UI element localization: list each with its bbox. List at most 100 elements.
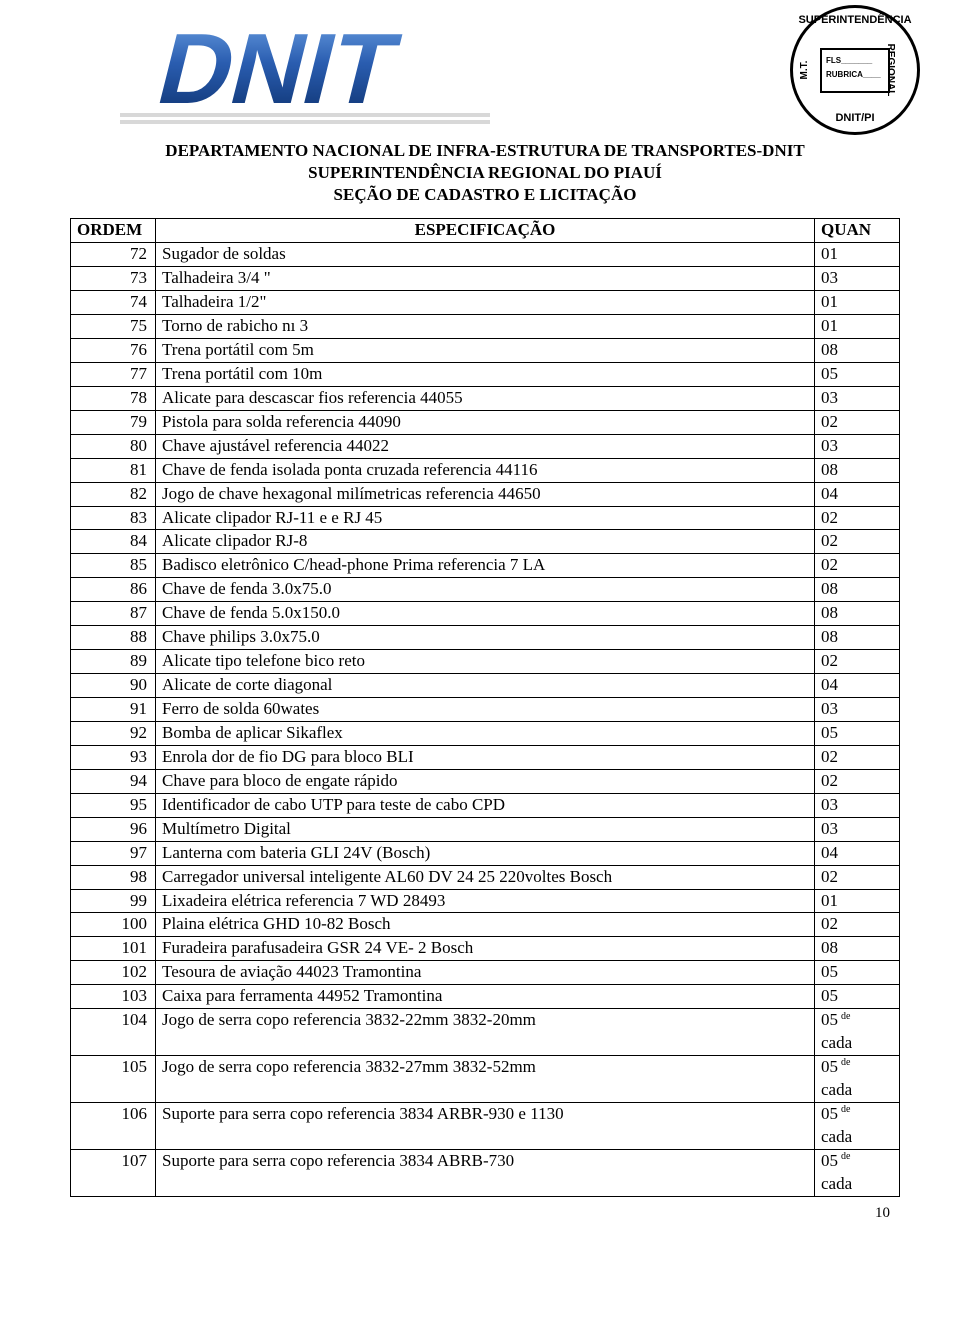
cell-quan: 01 (815, 243, 900, 267)
cell-espec: Enrola dor de fio DG para bloco BLI (156, 745, 815, 769)
cell-ordem: 75 (71, 315, 156, 339)
stamp-fls: FLS_______ (826, 54, 884, 68)
cell-espec: Chave philips 3.0x75.0 (156, 626, 815, 650)
cell-quan: 02 (815, 650, 900, 674)
table-row: 84Alicate clipador RJ-802 (71, 530, 900, 554)
dept-line1: DEPARTAMENTO NACIONAL DE INFRA-ESTRUTURA… (70, 140, 900, 162)
cell-ordem: 81 (71, 458, 156, 482)
cell-quan: 05decada (815, 1149, 900, 1196)
cell-espec: Suporte para serra copo referencia 3834 … (156, 1149, 815, 1196)
cell-quan: 05 (815, 985, 900, 1009)
quan-value: 05 (821, 1151, 838, 1170)
cell-ordem: 88 (71, 626, 156, 650)
cell-quan: 05decada (815, 1056, 900, 1103)
cell-espec: Ferro de solda 60wates (156, 698, 815, 722)
cell-espec: Trena portátil com 10m (156, 362, 815, 386)
cell-ordem: 92 (71, 721, 156, 745)
cell-ordem: 91 (71, 698, 156, 722)
page-number: 10 (70, 1205, 900, 1222)
cell-ordem: 76 (71, 338, 156, 362)
table-row: 75Torno de rabicho nı 301 (71, 315, 900, 339)
cell-espec: Talhadeira 1/2" (156, 291, 815, 315)
cell-quan: 02 (815, 913, 900, 937)
table-row: 100Plaina elétrica GHD 10-82 Bosch02 (71, 913, 900, 937)
svg-text:DNIT: DNIT (148, 15, 409, 125)
cell-ordem: 85 (71, 554, 156, 578)
table-row: 80Chave ajustável referencia 4402203 (71, 434, 900, 458)
cell-quan: 03 (815, 698, 900, 722)
cell-quan: 08 (815, 578, 900, 602)
cell-ordem: 86 (71, 578, 156, 602)
cell-ordem: 83 (71, 506, 156, 530)
cell-quan: 05 (815, 961, 900, 985)
cell-ordem: 87 (71, 602, 156, 626)
quan-value: 05 (821, 1057, 838, 1076)
cell-quan: 04 (815, 841, 900, 865)
table-row: 77Trena portátil com 10m05 (71, 362, 900, 386)
cell-ordem: 98 (71, 865, 156, 889)
table-row: 86Chave de fenda 3.0x75.008 (71, 578, 900, 602)
cell-quan: 04 (815, 482, 900, 506)
cell-quan: 08 (815, 602, 900, 626)
table-row: 90Alicate de corte diagonal04 (71, 674, 900, 698)
cell-espec: Alicate clipador RJ-11 e e RJ 45 (156, 506, 815, 530)
table-row: 93Enrola dor de fio DG para bloco BLI02 (71, 745, 900, 769)
dept-line3: SEÇÃO DE CADASTRO E LICITAÇÃO (70, 184, 900, 206)
cell-ordem: 90 (71, 674, 156, 698)
table-row: 101Furadeira parafusadeira GSR 24 VE- 2 … (71, 937, 900, 961)
table-row: 95Identificador de cabo UTP para teste d… (71, 793, 900, 817)
cell-ordem: 104 (71, 1009, 156, 1056)
cell-ordem: 102 (71, 961, 156, 985)
cell-ordem: 103 (71, 985, 156, 1009)
cell-quan: 08 (815, 626, 900, 650)
cell-espec: Identificador de cabo UTP para teste de … (156, 793, 815, 817)
cell-ordem: 101 (71, 937, 156, 961)
cell-ordem: 74 (71, 291, 156, 315)
cell-espec: Chave de fenda isolada ponta cruzada ref… (156, 458, 815, 482)
cell-espec: Trena portátil com 5m (156, 338, 815, 362)
table-row: 96Multímetro Digital03 (71, 817, 900, 841)
cell-ordem: 82 (71, 482, 156, 506)
table-row: 81Chave de fenda isolada ponta cruzada r… (71, 458, 900, 482)
quan-cada: cada (821, 1080, 852, 1099)
table-row: 98Carregador universal inteligente AL60 … (71, 865, 900, 889)
cell-espec: Jogo de serra copo referencia 3832-22mm … (156, 1009, 815, 1056)
cell-espec: Chave de fenda 5.0x150.0 (156, 602, 815, 626)
department-title: DEPARTAMENTO NACIONAL DE INFRA-ESTRUTURA… (70, 140, 900, 206)
cell-quan: 02 (815, 506, 900, 530)
cell-quan: 03 (815, 267, 900, 291)
cell-espec: Plaina elétrica GHD 10-82 Bosch (156, 913, 815, 937)
cell-quan: 02 (815, 410, 900, 434)
cell-espec: Badisco eletrônico C/head-phone Prima re… (156, 554, 815, 578)
cell-quan: 08 (815, 937, 900, 961)
cell-ordem: 107 (71, 1149, 156, 1196)
col-ordem: ORDEM (71, 219, 156, 243)
cell-espec: Torno de rabicho nı 3 (156, 315, 815, 339)
quan-de-sup: de (841, 1151, 850, 1162)
cell-quan: 01 (815, 889, 900, 913)
cell-espec: Alicate tipo telefone bico reto (156, 650, 815, 674)
cell-quan: 08 (815, 458, 900, 482)
table-row: 76Trena portátil com 5m08 (71, 338, 900, 362)
table-row: 107Suporte para serra copo referencia 38… (71, 1149, 900, 1196)
cell-espec: Alicate para descascar fios referencia 4… (156, 386, 815, 410)
cell-espec: Alicate de corte diagonal (156, 674, 815, 698)
cell-espec: Lanterna com bateria GLI 24V (Bosch) (156, 841, 815, 865)
spec-table: ORDEM ESPECIFICAÇÃO QUAN 72Sugador de so… (70, 218, 900, 1196)
cell-ordem: 93 (71, 745, 156, 769)
cell-ordem: 97 (71, 841, 156, 865)
cell-espec: Lixadeira elétrica referencia 7 WD 28493 (156, 889, 815, 913)
cell-quan: 08 (815, 338, 900, 362)
cell-quan: 02 (815, 554, 900, 578)
table-row: 82Jogo de chave hexagonal milímetricas r… (71, 482, 900, 506)
table-row: 106Suporte para serra copo referencia 38… (71, 1102, 900, 1149)
cell-ordem: 79 (71, 410, 156, 434)
cell-quan: 05 (815, 721, 900, 745)
table-row: 88Chave philips 3.0x75.008 (71, 626, 900, 650)
header-area: DNIT SUPERINTENDÊNCIA M.T. REGIONAL DNIT… (70, 10, 900, 135)
table-header-row: ORDEM ESPECIFICAÇÃO QUAN (71, 219, 900, 243)
table-row: 91Ferro de solda 60wates03 (71, 698, 900, 722)
cell-quan: 03 (815, 434, 900, 458)
stamp-right-text: REGIONAL (885, 44, 896, 97)
cell-ordem: 89 (71, 650, 156, 674)
